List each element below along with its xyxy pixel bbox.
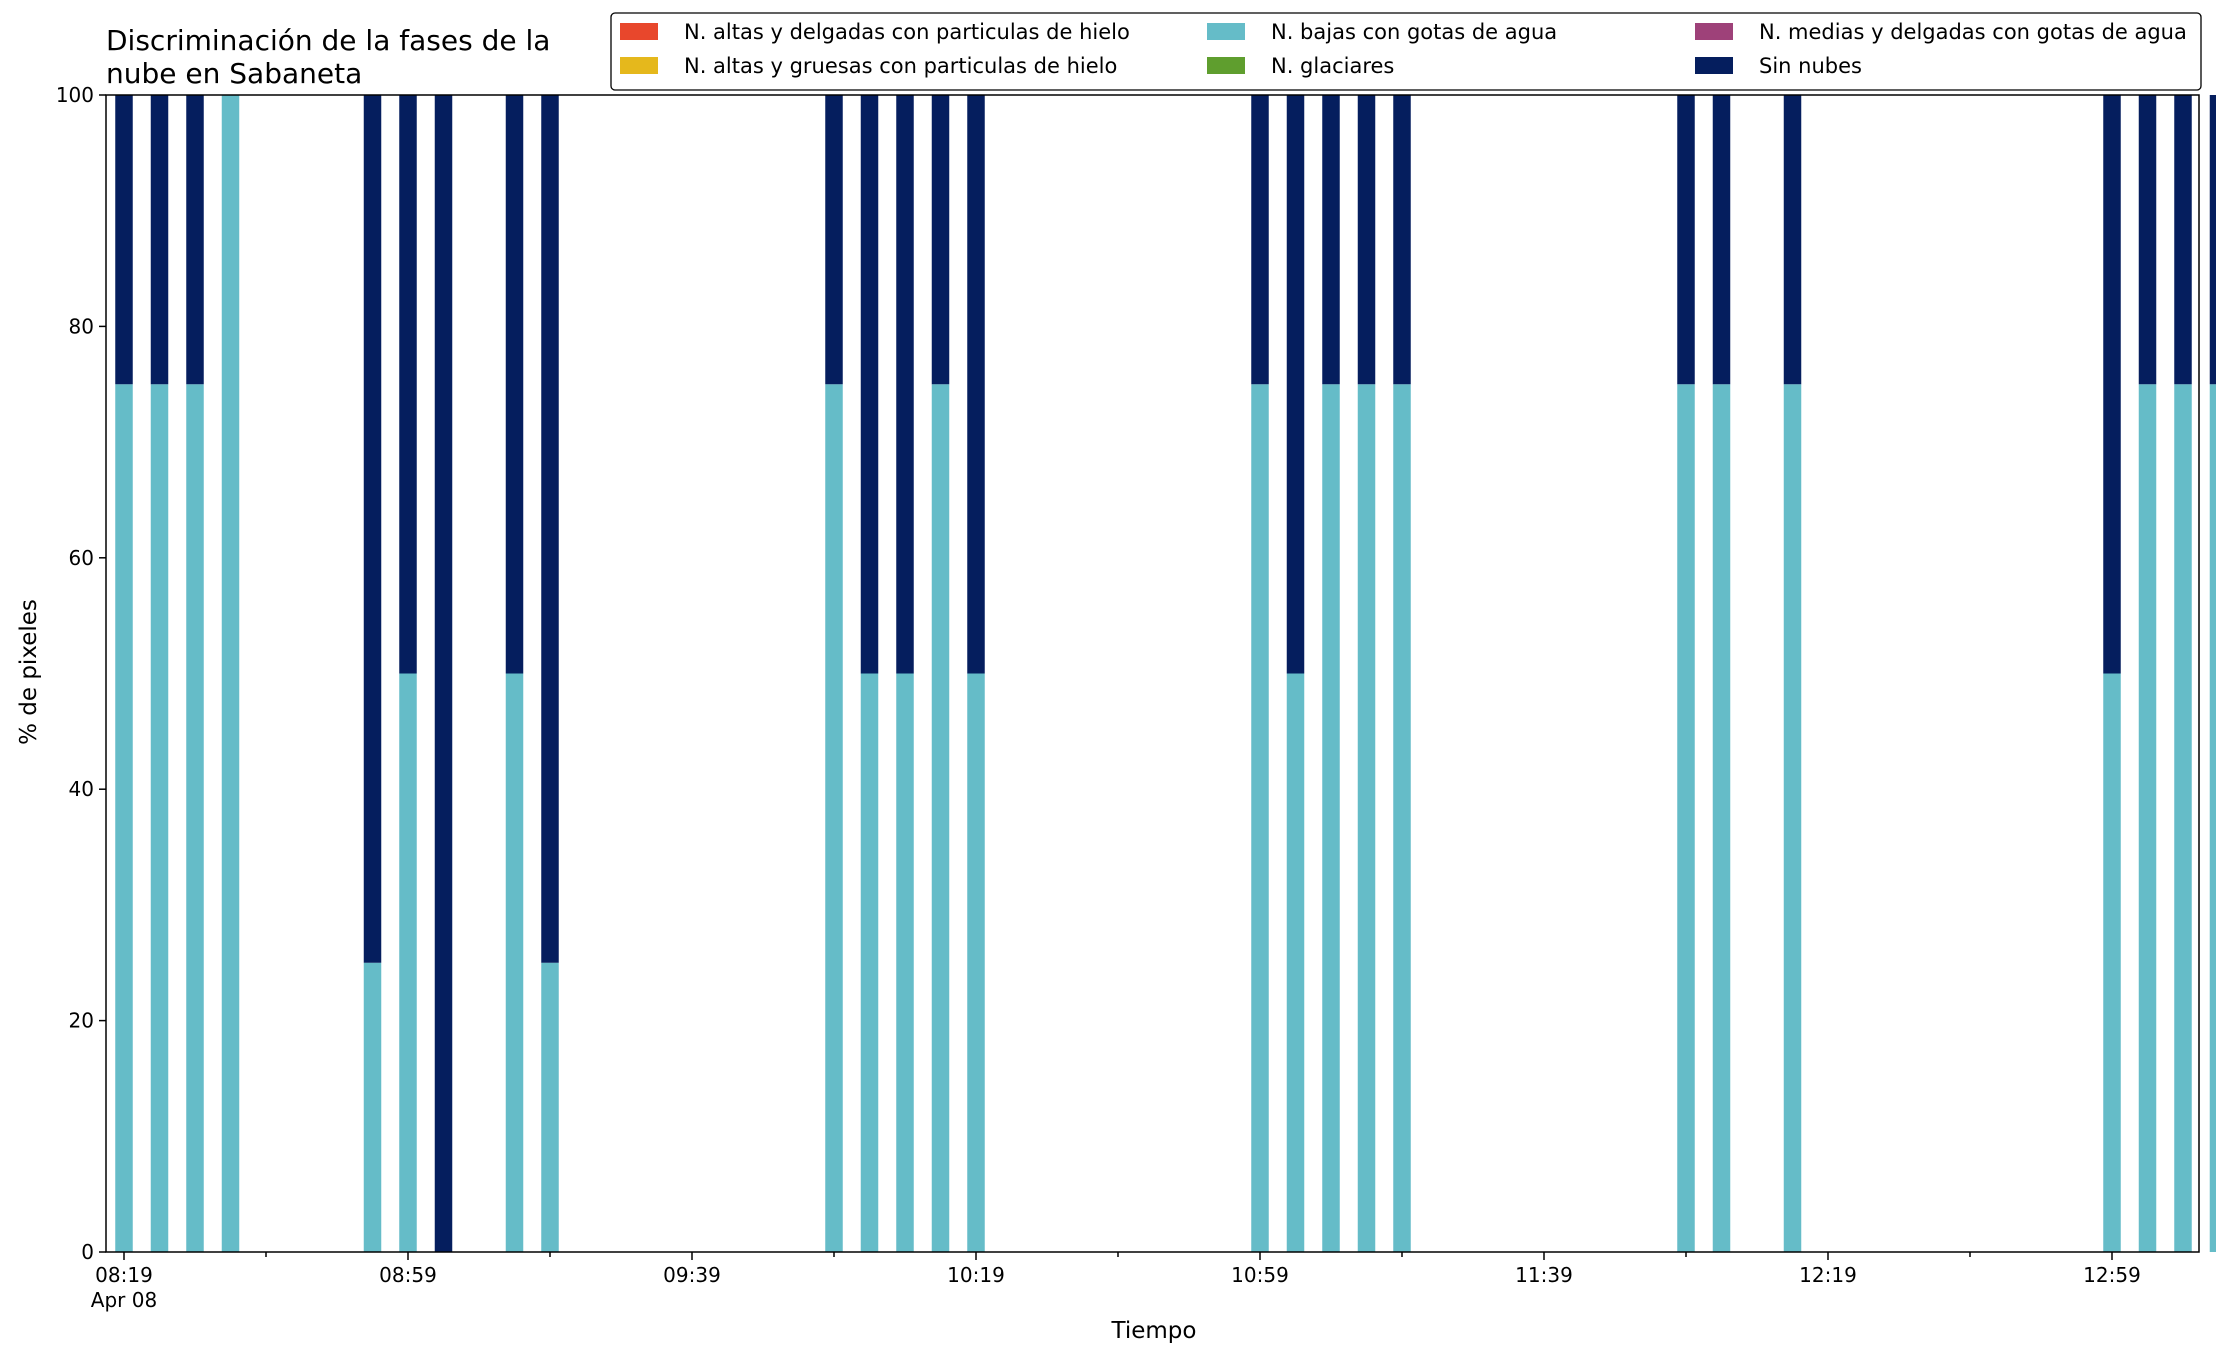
legend-label-n-bajas-con-gotas-de-agua: N. bajas con gotas de agua	[1271, 20, 1557, 44]
x-tick-label: 08:19	[95, 1263, 153, 1287]
bar-n-bajas-con-gotas-de-agua-0829	[186, 384, 204, 1252]
bar-sin-nubes-0854	[363, 95, 382, 963]
x-tick-label: 12:59	[2083, 1263, 2141, 1287]
bar-sin-nubes-1004	[860, 95, 879, 674]
bar-n-bajas-con-gotas-de-agua-1059	[1251, 384, 1269, 1252]
legend-label-n-glaciares: N. glaciares	[1271, 54, 1394, 78]
legend-label-n-medias-y-delgadas-con-gotas-de-agua: N. medias y delgadas con gotas de agua	[1759, 20, 2187, 44]
bar-n-bajas-con-gotas-de-agua-1314	[2209, 384, 2216, 1252]
bar-sin-nubes-0819	[115, 95, 133, 385]
bar-n-bajas-con-gotas-de-agua-1119	[1393, 384, 1411, 1252]
x-tick-label: 11:39	[1515, 1263, 1573, 1287]
legend-swatch-sin-nubes	[1695, 57, 1733, 74]
bar-n-bajas-con-gotas-de-agua-1309	[2174, 384, 2192, 1252]
bar-n-bajas-con-gotas-de-agua-1204	[1712, 384, 1731, 1252]
legend-label-n-altas-y-delgadas-con-particulas-de-hielo: N. altas y delgadas con particulas de hi…	[684, 20, 1130, 44]
bar-sin-nubes-1309	[2174, 95, 2192, 385]
bar-sin-nubes-1259	[2103, 95, 2121, 674]
legend-label-sin-nubes: Sin nubes	[1759, 54, 1862, 78]
bar-n-bajas-con-gotas-de-agua-1014	[931, 384, 950, 1252]
axes-group: 0 20 40 60 80 100 08:19 08:59 09:39 10:19 10:59 11:…	[56, 83, 2200, 1312]
legend-label-n-altas-y-gruesas-con-particulas-de-hielo: N. altas y gruesas con particulas de hie…	[684, 54, 1117, 78]
bar-sin-nubes-1114	[1357, 95, 1376, 385]
legend-swatch-n-medias-y-delgadas-con-gotas-de-agua	[1695, 23, 1733, 40]
x-tick-label: 10:59	[1231, 1263, 1289, 1287]
bar-sin-nubes-1059	[1251, 95, 1269, 385]
bar-n-bajas-con-gotas-de-agua-1159	[1677, 384, 1695, 1252]
bar-n-bajas-con-gotas-de-agua-0819	[115, 384, 133, 1252]
y-tick-label: 60	[69, 546, 94, 570]
bar-group	[115, 95, 2216, 1252]
bar-sin-nubes-0959	[825, 95, 843, 385]
y-tick-label: 80	[69, 314, 94, 338]
bar-n-bajas-con-gotas-de-agua-1259	[2103, 673, 2121, 1252]
bar-sin-nubes-1019	[967, 95, 985, 674]
bar-sin-nubes-1314	[2209, 95, 2216, 385]
bar-sin-nubes-1214	[1783, 95, 1802, 385]
x-axis-label: Tiempo	[1111, 1318, 1197, 1344]
bar-sin-nubes-1304	[2138, 95, 2157, 385]
bar-sin-nubes-1159	[1677, 95, 1695, 385]
legend-swatch-n-bajas-con-gotas-de-agua	[1207, 23, 1245, 40]
bar-n-bajas-con-gotas-de-agua-1214	[1783, 384, 1802, 1252]
chart-title-line-1: Discriminación de la fases de la	[106, 24, 550, 57]
bar-sin-nubes-0919	[541, 95, 559, 963]
x-tick-label: 10:19	[947, 1263, 1005, 1287]
x-tick-label: 09:39	[663, 1263, 721, 1287]
legend-box	[610, 12, 2202, 91]
bar-n-bajas-con-gotas-de-agua-0959	[825, 384, 843, 1252]
legend: N. altas y delgadas con particulas de hi…	[610, 12, 2202, 91]
bar-n-bajas-con-gotas-de-agua-1019	[967, 673, 985, 1252]
bar-n-bajas-con-gotas-de-agua-1009	[896, 673, 914, 1252]
y-tick-label: 20	[69, 1009, 94, 1033]
bar-sin-nubes-1014	[931, 95, 950, 385]
y-tick-label: 0	[81, 1240, 94, 1264]
bar-n-bajas-con-gotas-de-agua-0914	[505, 673, 524, 1252]
bar-n-bajas-con-gotas-de-agua-1104	[1286, 673, 1305, 1252]
y-tick-label: 100	[56, 83, 94, 107]
bar-sin-nubes-1009	[896, 95, 914, 674]
x-tick-label: 12:19	[1799, 1263, 1857, 1287]
bar-n-bajas-con-gotas-de-agua-0854	[363, 962, 382, 1252]
bar-sin-nubes-1204	[1712, 95, 1731, 385]
y-axis-label: % de pixeles	[16, 599, 42, 745]
bar-sin-nubes-0904	[434, 95, 453, 1252]
bar-sin-nubes-0829	[186, 95, 204, 385]
bar-n-bajas-con-gotas-de-agua-0859	[399, 673, 417, 1252]
bar-n-bajas-con-gotas-de-agua-0834	[221, 95, 240, 1252]
legend-swatch-n-altas-y-gruesas-con-particulas-de-hielo	[620, 57, 658, 74]
bar-sin-nubes-0914	[505, 95, 524, 674]
plot-frame	[105, 94, 2200, 1253]
bar-sin-nubes-1119	[1393, 95, 1411, 385]
chart-title-line-2: nube en Sabaneta	[106, 57, 362, 90]
bar-sin-nubes-1109	[1322, 95, 1340, 385]
bar-n-bajas-con-gotas-de-agua-0919	[541, 962, 559, 1252]
bar-n-bajas-con-gotas-de-agua-0824	[150, 384, 169, 1252]
bar-sin-nubes-1104	[1286, 95, 1305, 674]
x-date-label: Apr 08	[91, 1288, 157, 1312]
y-tick-label: 40	[69, 777, 94, 801]
bar-n-bajas-con-gotas-de-agua-1004	[860, 673, 879, 1252]
legend-swatch-n-altas-y-delgadas-con-particulas-de-hielo	[620, 23, 658, 40]
bar-sin-nubes-0824	[150, 95, 169, 385]
bar-n-bajas-con-gotas-de-agua-1109	[1322, 384, 1340, 1252]
x-tick-label: 08:59	[379, 1263, 437, 1287]
bar-n-bajas-con-gotas-de-agua-1304	[2138, 384, 2157, 1252]
bar-n-bajas-con-gotas-de-agua-1114	[1357, 384, 1376, 1252]
bar-sin-nubes-0859	[399, 95, 417, 674]
legend-swatch-n-glaciares	[1207, 57, 1245, 74]
